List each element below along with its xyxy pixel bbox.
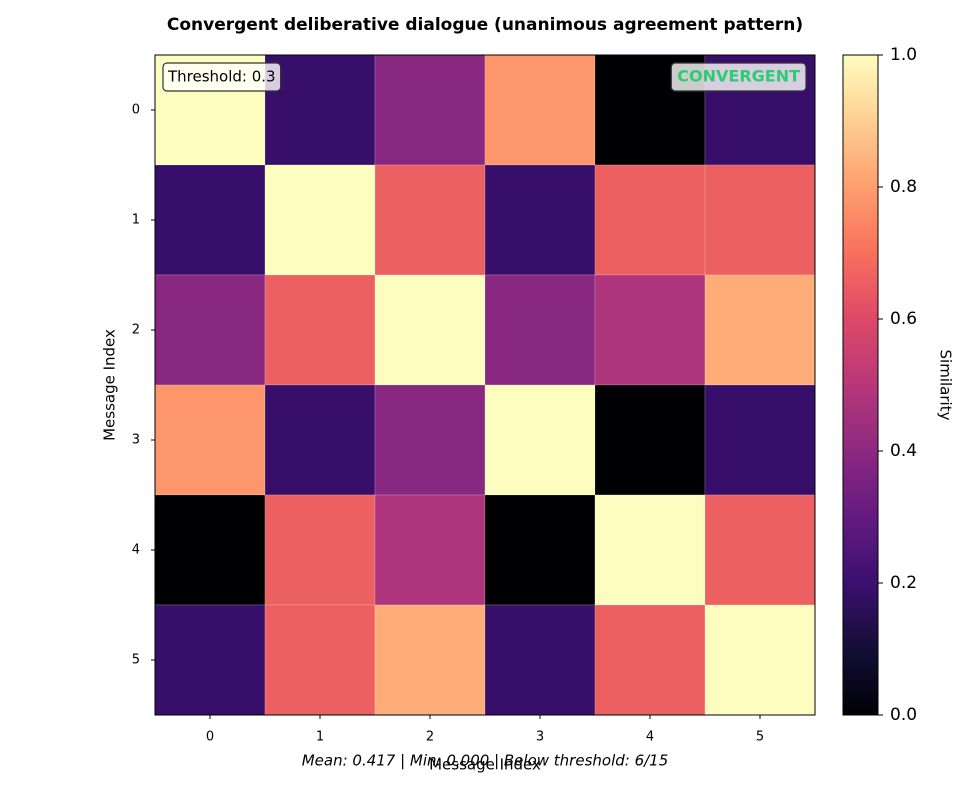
heatmap-cell <box>594 164 706 276</box>
heatmap-cell <box>374 274 486 386</box>
heatmap-cell <box>374 494 486 606</box>
heatmap-cell <box>264 494 376 606</box>
plot-frame <box>154 54 816 716</box>
heatmap-cell <box>484 384 596 496</box>
heatmap-cell <box>154 274 266 386</box>
x-axis-label: Message Index <box>429 756 541 774</box>
heatmap-cell <box>484 604 596 716</box>
x-tick-label: 2 <box>426 730 434 745</box>
threshold-annotation: Threshold: 0.3 <box>167 68 276 86</box>
heatmap-cell <box>484 164 596 276</box>
colorbar-tick-label: 1.0 <box>890 45 917 65</box>
heatmap-cell <box>154 384 266 496</box>
x-tick-label: 1 <box>316 730 324 745</box>
y-axis-label: Message Index <box>101 329 119 441</box>
heatmap-cell <box>594 384 706 496</box>
heatmap-cell <box>594 274 706 386</box>
heatmap-cell <box>264 384 376 496</box>
heatmap-cell <box>264 54 376 166</box>
heatmap-cell <box>154 164 266 276</box>
heatmap-cell <box>484 274 596 386</box>
heatmap-cell <box>594 604 706 716</box>
chart-title: Convergent deliberative dialogue (unanim… <box>167 15 803 35</box>
heatmap-cell <box>374 384 486 496</box>
y-tick-label: 2 <box>132 323 140 338</box>
heatmap-cell <box>264 274 376 386</box>
footer-text: Mean: 0.417 | Min: 0.000 | Below thresho… <box>302 752 669 770</box>
y-tick-label: 1 <box>132 213 140 228</box>
heatmap-cell <box>704 604 816 716</box>
y-tick-label: 4 <box>132 543 140 558</box>
y-tick-label: 0 <box>132 103 140 118</box>
heatmap-cell <box>374 164 486 276</box>
y-tick-label: 5 <box>132 653 140 668</box>
heatmap-cell <box>704 494 816 606</box>
heatmap-cell <box>264 604 376 716</box>
x-tick-label: 0 <box>206 730 214 745</box>
colorbar-tick-label: 0.8 <box>890 177 917 197</box>
colorbar-tick-label: 0.2 <box>890 573 917 593</box>
heatmap-cell <box>484 494 596 606</box>
heatmap-cell <box>484 54 596 166</box>
annotation-box <box>670 62 807 92</box>
colorbar-tick-label: 0.4 <box>890 441 917 461</box>
x-tick-label: 3 <box>536 730 544 745</box>
heatmap-cell <box>154 494 266 606</box>
colorbar-tick-label: 0.0 <box>890 705 917 725</box>
heatmap-cell <box>374 604 486 716</box>
heatmap-cell <box>704 384 816 496</box>
y-tick-label: 3 <box>132 433 140 448</box>
heatmap-cell <box>704 274 816 386</box>
heatmap-cell <box>704 164 816 276</box>
heatmap-cell <box>264 164 376 276</box>
heatmap-cell <box>154 604 266 716</box>
colorbar-tick-label: 0.6 <box>890 309 917 329</box>
heatmap-cell <box>594 494 706 606</box>
heatmap-cell <box>374 54 486 166</box>
colorbar <box>842 54 879 716</box>
status-annotation: CONVERGENT <box>677 67 800 86</box>
x-tick-label: 4 <box>646 730 654 745</box>
x-tick-label: 5 <box>756 730 764 745</box>
annotation-box <box>162 62 282 92</box>
colorbar-label: Similarity <box>937 350 955 421</box>
